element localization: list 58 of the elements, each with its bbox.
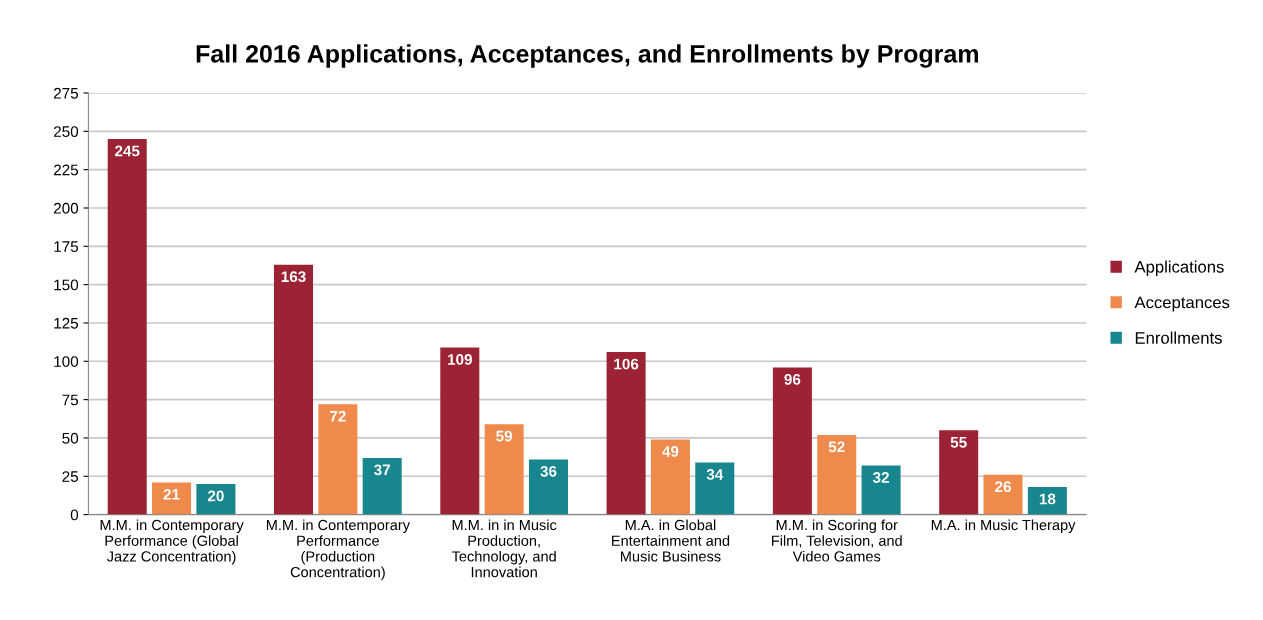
y-tick-label: 200	[53, 202, 79, 214]
legend-label: Applications	[1134, 260, 1224, 277]
y-tick-label: 100	[54, 356, 79, 367]
y-tick-label: 75	[62, 394, 79, 406]
data-label: 20	[207, 490, 224, 502]
x-tick-label: M.A. in Music Therapy	[931, 519, 1076, 534]
y-tick-label: 25	[62, 471, 79, 482]
bar	[817, 434, 857, 515]
data-label: 49	[662, 446, 679, 457]
bar	[107, 138, 147, 515]
legend-label: Acceptances	[1134, 296, 1230, 312]
data-label: 18	[1039, 493, 1056, 505]
data-label: 32	[872, 472, 889, 483]
bar	[318, 404, 358, 515]
y-tick-label: 175	[54, 241, 79, 252]
y-tick-label: 125	[54, 317, 79, 329]
x-tick-label: M.A. in Global Entertainment and Music Business	[612, 519, 730, 562]
data-label: 106	[614, 358, 639, 370]
bar	[650, 439, 690, 515]
bar	[440, 347, 480, 515]
legend-label: Enrollments	[1135, 331, 1222, 344]
y-tick-label: 275	[53, 87, 79, 99]
bar	[274, 264, 314, 515]
data-label: 72	[330, 410, 346, 422]
data-label: 163	[281, 271, 306, 283]
y-tick-label: 0	[70, 509, 79, 521]
bar	[528, 459, 568, 515]
data-label: 21	[163, 488, 180, 500]
data-label: 55	[950, 436, 967, 448]
data-label: 96	[784, 373, 801, 385]
y-tick-label: 250	[53, 126, 79, 138]
y-tick-label: 50	[62, 432, 79, 444]
bar	[606, 352, 646, 515]
x-tick-label: M.M. in Scoring for Film, Television, and Video Games	[772, 519, 902, 562]
data-label: 52	[828, 441, 845, 453]
data-label: 36	[540, 465, 557, 477]
bar	[1027, 487, 1067, 515]
bar	[695, 462, 735, 515]
bar	[196, 483, 236, 515]
data-label: 37	[374, 464, 391, 476]
chart-title: Fall 2016 Applications, Acceptances, and Enrollments by Program	[196, 44, 979, 68]
data-label: 59	[496, 430, 513, 442]
bar	[484, 424, 524, 515]
y-tick-label: 225	[53, 164, 79, 176]
x-tick-label: M.M. in Contemporary Performance (Production Concentration)	[266, 519, 410, 581]
bar	[939, 430, 979, 515]
x-tick-label: M.M. in Contemporary Performance (Global Jazz Concentration)	[100, 519, 244, 565]
data-label: 245	[115, 145, 140, 157]
bar	[152, 482, 192, 515]
bar	[362, 457, 402, 515]
bar	[772, 367, 812, 515]
data-label: 109	[448, 354, 472, 365]
data-label: 34	[706, 469, 724, 480]
data-label: 26	[995, 481, 1011, 493]
x-tick-label: M.M. in in Music Production, Technology, and Innovation	[451, 519, 557, 578]
bar	[983, 474, 1023, 515]
y-tick-label: 150	[54, 279, 79, 291]
bar	[861, 465, 901, 515]
